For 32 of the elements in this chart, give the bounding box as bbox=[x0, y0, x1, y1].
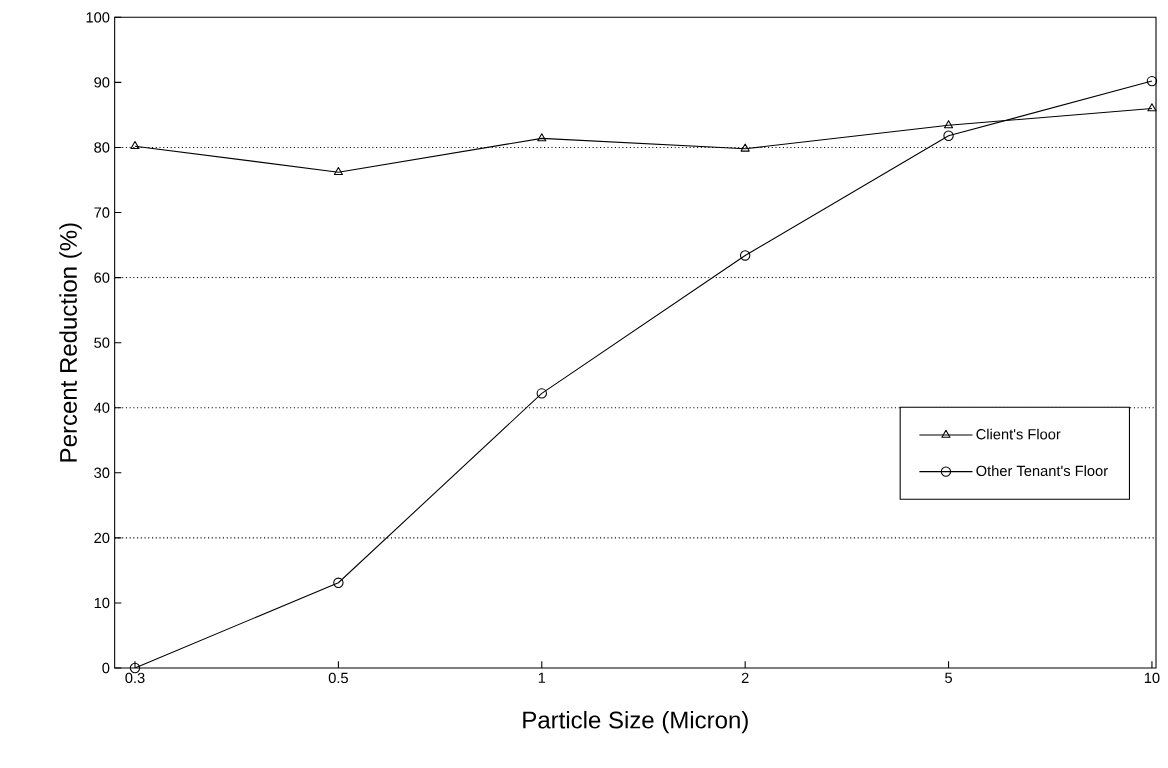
y-tick-label: 30 bbox=[94, 467, 110, 478]
legend-label: Client's Floor bbox=[976, 428, 1061, 440]
point bbox=[943, 120, 954, 129]
point bbox=[536, 388, 547, 399]
x-tick-label: 10 bbox=[1144, 672, 1160, 684]
y-tick-label: 100 bbox=[86, 12, 110, 23]
legend-label: Other Tenant's Floor bbox=[976, 465, 1108, 477]
point bbox=[739, 250, 751, 261]
y-tick-label: 20 bbox=[94, 532, 110, 544]
point bbox=[1147, 103, 1157, 112]
point bbox=[740, 143, 750, 152]
x-tick-label: 5 bbox=[945, 672, 952, 683]
y-tick-label: 90 bbox=[94, 77, 110, 88]
y-axis-title: Percent Reduction (%) bbox=[59, 223, 82, 462]
x-tick-label: 2 bbox=[741, 672, 749, 683]
point bbox=[1146, 75, 1158, 87]
y-tick-label: 80 bbox=[94, 142, 110, 153]
y-tick-label: 60 bbox=[94, 272, 110, 283]
point bbox=[333, 166, 343, 176]
x-tick-label: 0.3 bbox=[125, 672, 145, 684]
x-axis-title: Particle Size (Micron) bbox=[523, 710, 748, 734]
y-tick-label: 10 bbox=[94, 597, 110, 609]
y-tick-label: 50 bbox=[94, 337, 110, 348]
x-tick-label: 1 bbox=[538, 672, 546, 683]
x-tick-label: 0.5 bbox=[328, 672, 348, 684]
point bbox=[537, 133, 547, 142]
y-tick-label: 70 bbox=[94, 207, 110, 218]
y-tick-label: 40 bbox=[93, 402, 110, 413]
point bbox=[130, 140, 140, 150]
point bbox=[943, 130, 954, 141]
point bbox=[333, 577, 344, 588]
y-tick-label: 0 bbox=[102, 662, 110, 674]
